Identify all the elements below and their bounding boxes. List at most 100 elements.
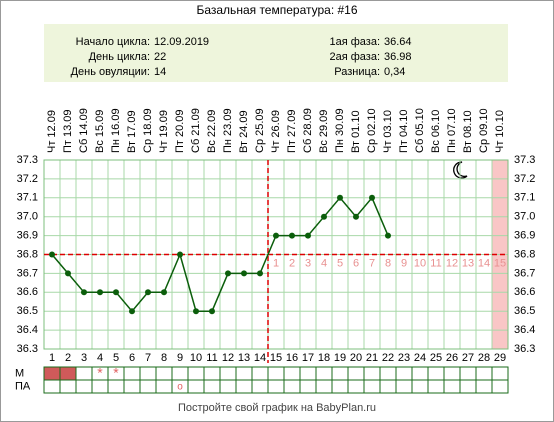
y-tick-label: 36.7	[17, 267, 38, 279]
phase-day-label: 8	[385, 257, 391, 269]
phase-day-label: 12	[446, 257, 458, 269]
row-border	[43, 379, 509, 394]
y-tick-label: 36.6	[17, 286, 38, 298]
x-tick-label: 4	[97, 352, 103, 364]
info-value: 36.98	[384, 51, 412, 63]
date-label: Вс 06.10	[430, 110, 442, 153]
phase-day-label: 14	[478, 257, 490, 269]
x-tick-label: 12	[222, 352, 234, 364]
temperature-point	[385, 232, 391, 239]
y-tick-label-right: 37.1	[514, 192, 535, 204]
y-tick-label: 36.8	[17, 248, 38, 260]
date-label: Сб 05.10	[414, 108, 426, 153]
temperature-point	[97, 289, 103, 296]
date-label: Вт 01.10	[350, 110, 362, 153]
phase-day-label: 2	[289, 257, 295, 269]
x-tick-label: 28	[478, 352, 490, 364]
y-tick-label: 36.3	[17, 343, 38, 355]
phase-day-label: 5	[337, 257, 343, 269]
x-tick-label: 6	[129, 352, 135, 364]
x-tick-label: 1	[49, 352, 55, 364]
temperature-point	[321, 213, 327, 220]
x-tick-label: 8	[161, 352, 167, 364]
chart-title: Базальная температура: #16	[196, 3, 357, 17]
temperature-point	[193, 308, 199, 315]
date-label: Сб 28.09	[302, 108, 314, 153]
temperature-point	[225, 270, 231, 277]
temperature-point	[289, 232, 295, 239]
info-value: 12.09.2019	[154, 36, 209, 48]
y-tick-label-right: 36.4	[514, 324, 535, 336]
x-tick-label: 23	[398, 352, 410, 364]
date-label: Вс 15.09	[94, 110, 106, 153]
x-tick-label: 19	[334, 352, 346, 364]
y-tick-label-right: 36.5	[514, 305, 535, 317]
y-tick-label-right: 37.2	[514, 173, 535, 185]
info-value: 22	[154, 51, 166, 63]
x-tick-label: 7	[145, 352, 151, 364]
date-label: Ср 09.10	[478, 108, 490, 153]
x-tick-label: 15	[270, 352, 282, 364]
temperature-point	[145, 289, 151, 296]
date-label: Чт 26.09	[270, 110, 282, 153]
phase-day-label: 3	[305, 257, 311, 269]
x-tick-label: 29	[494, 352, 506, 364]
date-label: Вс 29.09	[318, 110, 330, 153]
footer: Постройте свой график на BabyPlan.ru	[178, 402, 376, 414]
row-filled-cell	[60, 367, 76, 380]
phase-day-label: 6	[353, 257, 359, 269]
y-tick-label-right: 37.0	[514, 211, 535, 223]
y-tick-label: 36.4	[17, 324, 38, 336]
y-tick-label-right: 36.6	[514, 286, 535, 298]
y-tick-label: 36.9	[17, 230, 38, 242]
date-label: Чт 10.10	[494, 110, 506, 153]
y-tick-label-right: 37.3	[514, 154, 535, 166]
y-tick-label: 37.3	[17, 154, 38, 166]
y-tick-label: 37.1	[17, 192, 38, 204]
date-label: Пт 20.09	[174, 109, 186, 153]
info-value: 36.64	[384, 36, 412, 48]
date-label: Вт 17.09	[126, 110, 138, 153]
row-label: М	[15, 367, 24, 379]
y-tick-label-right: 36.3	[514, 343, 535, 355]
x-tick-label: 10	[190, 352, 202, 364]
date-label: Пт 27.09	[286, 109, 298, 153]
date-label: Пн 30.09	[334, 108, 346, 153]
info-label: 2ая фаза:	[329, 51, 380, 63]
date-label: Вт 24.09	[238, 110, 250, 153]
y-tick-label-right: 36.7	[514, 267, 535, 279]
date-label: Чт 19.09	[158, 110, 170, 153]
x-tick-label: 2	[65, 352, 71, 364]
moon-icon	[453, 161, 468, 179]
x-tick-label: 22	[382, 352, 394, 364]
x-tick-label: 26	[446, 352, 458, 364]
date-label: Пт 04.10	[398, 109, 410, 153]
temperature-point	[369, 194, 375, 201]
temperature-point	[257, 270, 263, 277]
temperature-point	[113, 289, 119, 296]
temperature-point	[273, 232, 279, 239]
date-label: Вт 08.10	[462, 110, 474, 153]
x-tick-label: 9	[177, 352, 183, 364]
x-tick-label: 3	[81, 352, 87, 364]
x-tick-label: 13	[238, 352, 250, 364]
temperature-point	[49, 251, 55, 258]
info-value: 0,34	[384, 66, 405, 78]
row-symbol: o	[177, 382, 183, 393]
x-tick-label: 16	[286, 352, 298, 364]
info-label: День овуляции:	[71, 66, 150, 78]
temperature-point	[81, 289, 87, 296]
phase-day-label: 10	[414, 257, 426, 269]
y-tick-label: 36.5	[17, 305, 38, 317]
info-label: 1ая фаза:	[329, 36, 380, 48]
x-tick-label: 5	[113, 352, 119, 364]
y-tick-label-right: 36.9	[514, 230, 535, 242]
phase-day-label: 15	[494, 257, 506, 269]
row-filled-cell	[44, 367, 60, 380]
info-label: Начало цикла:	[76, 36, 150, 48]
temperature-point	[353, 213, 359, 220]
info-box	[44, 24, 508, 82]
date-label: Пт 13.09	[62, 109, 74, 153]
x-tick-label: 20	[350, 352, 362, 364]
